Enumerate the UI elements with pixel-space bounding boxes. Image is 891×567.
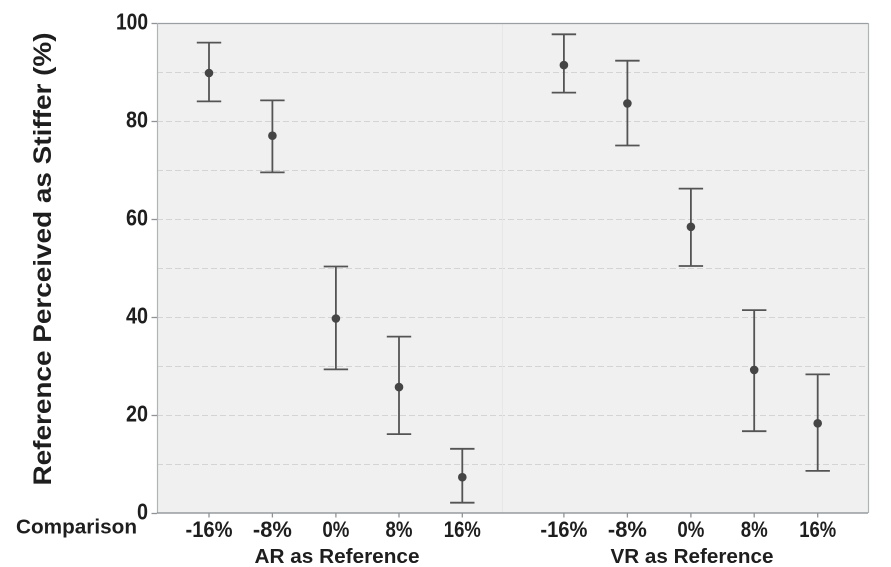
svg-text:0%: 0% <box>677 517 704 542</box>
svg-text:-16%: -16% <box>186 517 233 542</box>
svg-text:Comparison: Comparison <box>16 517 137 539</box>
svg-text:AR as Reference: AR as Reference <box>255 546 420 567</box>
svg-text:100: 100 <box>116 9 148 35</box>
svg-text:8%: 8% <box>741 517 768 542</box>
svg-text:16%: 16% <box>444 517 481 542</box>
svg-text:VR as Reference: VR as Reference <box>611 546 774 567</box>
svg-text:40: 40 <box>126 303 148 329</box>
svg-text:-8%: -8% <box>608 517 647 542</box>
svg-text:-8%: -8% <box>253 517 292 542</box>
svg-text:80: 80 <box>126 107 148 133</box>
svg-text:0%: 0% <box>322 517 349 542</box>
svg-text:0: 0 <box>137 499 148 525</box>
svg-text:16%: 16% <box>799 517 836 542</box>
svg-text:8%: 8% <box>386 517 413 542</box>
svg-text:Reference Perceived as Stiffer: Reference Perceived as Stiffer (%) <box>29 33 57 486</box>
svg-text:20: 20 <box>126 401 148 427</box>
svg-text:60: 60 <box>126 205 148 231</box>
svg-text:-16%: -16% <box>540 517 587 542</box>
